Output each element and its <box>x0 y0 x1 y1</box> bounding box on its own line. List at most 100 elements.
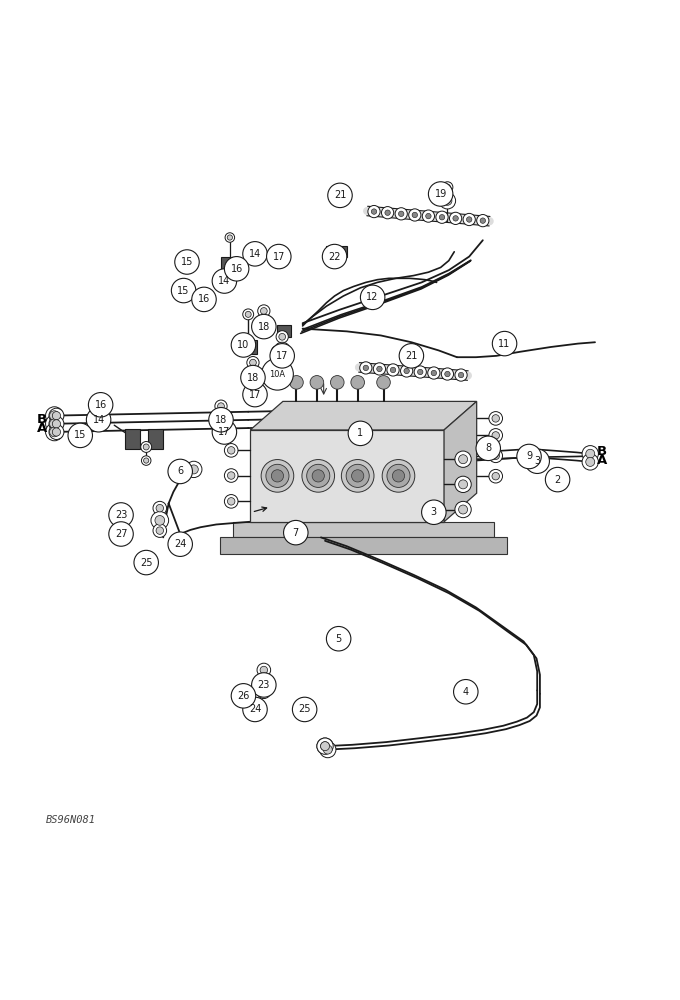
Circle shape <box>466 217 472 222</box>
Circle shape <box>245 311 251 317</box>
Circle shape <box>476 436 500 461</box>
Circle shape <box>387 464 410 487</box>
Circle shape <box>143 444 149 450</box>
Text: 19: 19 <box>435 189 447 199</box>
Circle shape <box>489 412 503 425</box>
Circle shape <box>585 457 595 466</box>
Circle shape <box>439 215 445 220</box>
Circle shape <box>50 411 59 420</box>
Circle shape <box>218 403 224 410</box>
Circle shape <box>227 498 235 505</box>
Circle shape <box>141 442 152 452</box>
Circle shape <box>545 467 570 492</box>
Bar <box>239 340 257 354</box>
Circle shape <box>428 367 440 379</box>
Circle shape <box>68 423 92 448</box>
Circle shape <box>274 342 290 359</box>
Text: 3: 3 <box>534 456 541 466</box>
Circle shape <box>186 461 202 478</box>
Circle shape <box>49 416 64 431</box>
Circle shape <box>216 415 226 424</box>
Circle shape <box>156 504 163 512</box>
Circle shape <box>269 357 286 374</box>
Circle shape <box>377 376 390 389</box>
Circle shape <box>360 362 372 374</box>
Text: 16: 16 <box>95 400 107 410</box>
Text: A: A <box>37 422 48 435</box>
Circle shape <box>381 207 394 219</box>
Circle shape <box>212 269 237 293</box>
Text: 9: 9 <box>526 451 532 461</box>
FancyBboxPatch shape <box>233 522 494 537</box>
Circle shape <box>46 415 63 433</box>
Circle shape <box>192 287 216 312</box>
Circle shape <box>307 464 330 487</box>
Bar <box>277 325 291 337</box>
Text: 18: 18 <box>247 373 259 383</box>
Circle shape <box>227 472 235 479</box>
Circle shape <box>270 344 294 368</box>
Text: 14: 14 <box>249 249 261 259</box>
Circle shape <box>224 469 238 482</box>
Text: 15: 15 <box>177 286 190 296</box>
Circle shape <box>398 211 404 217</box>
Circle shape <box>257 663 271 677</box>
Circle shape <box>492 452 500 460</box>
Text: 17: 17 <box>276 351 288 361</box>
Circle shape <box>168 459 192 484</box>
Circle shape <box>243 309 254 320</box>
Circle shape <box>463 213 475 226</box>
Circle shape <box>266 464 289 487</box>
Circle shape <box>454 680 478 704</box>
Circle shape <box>436 211 448 223</box>
Text: 16: 16 <box>231 264 243 274</box>
Circle shape <box>227 235 233 240</box>
Circle shape <box>414 366 426 378</box>
Circle shape <box>525 449 549 473</box>
Circle shape <box>189 465 199 474</box>
Circle shape <box>224 495 238 508</box>
Text: 15: 15 <box>181 257 193 267</box>
Circle shape <box>395 208 407 220</box>
Text: 12: 12 <box>367 292 379 302</box>
Polygon shape <box>444 401 477 522</box>
Circle shape <box>50 427 59 437</box>
Circle shape <box>290 376 303 389</box>
Circle shape <box>492 415 500 422</box>
Circle shape <box>368 205 380 218</box>
Circle shape <box>302 460 335 492</box>
Circle shape <box>453 216 458 221</box>
Circle shape <box>52 420 61 428</box>
Circle shape <box>257 685 271 699</box>
Circle shape <box>422 210 435 222</box>
Circle shape <box>151 512 169 529</box>
Circle shape <box>418 369 423 375</box>
Text: 26: 26 <box>237 691 250 701</box>
Text: 24: 24 <box>174 539 186 549</box>
Circle shape <box>458 455 468 464</box>
Circle shape <box>49 408 64 423</box>
Circle shape <box>328 629 345 646</box>
Circle shape <box>250 359 256 366</box>
Circle shape <box>259 677 269 687</box>
Text: 21: 21 <box>405 351 418 361</box>
Text: 4: 4 <box>462 687 469 697</box>
Circle shape <box>284 520 308 545</box>
Circle shape <box>360 285 385 310</box>
Circle shape <box>377 366 382 372</box>
Circle shape <box>271 470 284 482</box>
Circle shape <box>390 367 396 373</box>
Text: 7: 7 <box>292 528 299 538</box>
Circle shape <box>317 738 333 754</box>
Circle shape <box>46 423 63 441</box>
Text: 24: 24 <box>249 704 261 714</box>
Circle shape <box>143 458 149 463</box>
Circle shape <box>387 364 399 376</box>
Circle shape <box>443 196 452 205</box>
Circle shape <box>492 472 500 480</box>
Circle shape <box>455 451 471 467</box>
Circle shape <box>582 446 598 462</box>
Text: 23: 23 <box>115 510 127 520</box>
Circle shape <box>261 460 294 492</box>
Circle shape <box>310 376 324 389</box>
